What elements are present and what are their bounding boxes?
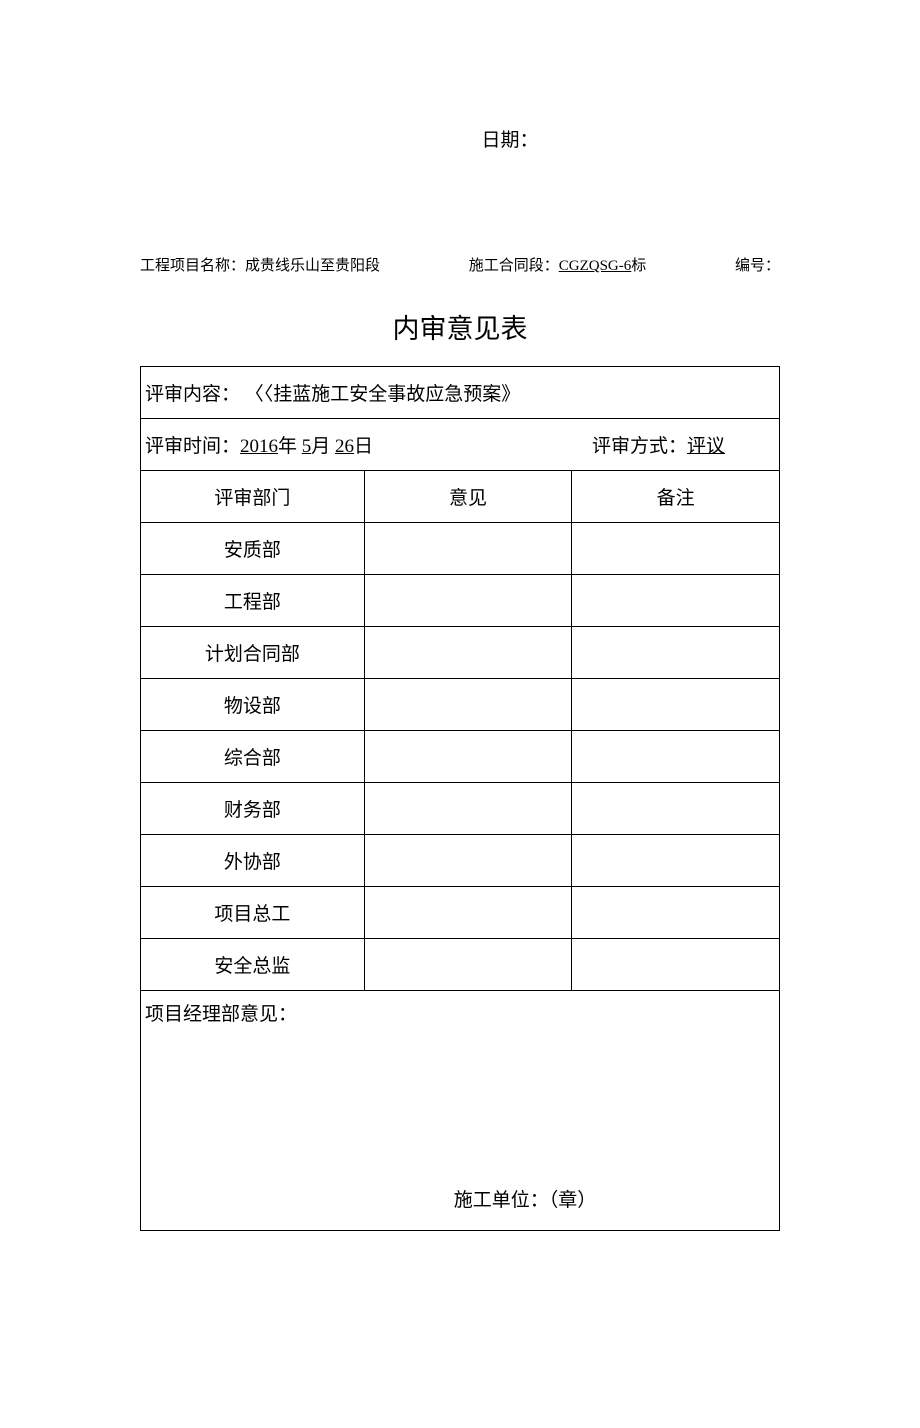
table-row: 计划合同部 <box>141 627 780 679</box>
table-row: 外协部 <box>141 835 780 887</box>
table-row: 项目总工 <box>141 887 780 939</box>
contract-label: 施工合同段： <box>469 258 559 274</box>
dept-cell: 外协部 <box>141 835 365 887</box>
review-table-wrap: 评审内容： 〈〈挂蓝施工安全事故应急预案》 评审时间：2016年 5月 26日 … <box>140 366 780 1231</box>
remark-cell <box>572 887 780 939</box>
footer-cell: 项目经理部意见： 施工单位：（章） <box>141 991 780 1231</box>
remark-cell <box>572 939 780 991</box>
review-table: 评审内容： 〈〈挂蓝施工安全事故应急预案》 评审时间：2016年 5月 26日 … <box>140 366 780 1231</box>
header-dept: 评审部门 <box>141 471 365 523</box>
page-title: 内审意见表 <box>140 307 780 346</box>
time-month: 5 <box>302 436 312 457</box>
table-row: 财务部 <box>141 783 780 835</box>
dept-cell: 工程部 <box>141 575 365 627</box>
content-cell: 评审内容： 〈〈挂蓝施工安全事故应急预案》 <box>141 367 780 419</box>
content-row: 评审内容： 〈〈挂蓝施工安全事故应急预案》 <box>141 367 780 419</box>
content-value: 〈〈挂蓝施工安全事故应急预案》 <box>245 384 521 405</box>
dept-cell: 计划合同部 <box>141 627 365 679</box>
remark-cell <box>572 679 780 731</box>
method-label: 评审方式： <box>592 436 687 457</box>
time-year-suffix: 年 <box>278 436 297 457</box>
method-block: 评审方式：评议 <box>592 431 775 458</box>
number-meta: 编号： <box>735 254 780 275</box>
contract-value: CGZQSG-6 <box>559 258 632 274</box>
remark-cell <box>572 731 780 783</box>
header-remark: 备注 <box>572 471 780 523</box>
remark-cell <box>572 783 780 835</box>
meta-row: 工程项目名称：成贵线乐山至贵阳段 施工合同段：CGZQSG-6标 编号： <box>140 254 780 275</box>
time-cell: 评审时间：2016年 5月 26日 评审方式：评议 <box>141 419 780 471</box>
project-meta: 工程项目名称：成贵线乐山至贵阳段 <box>140 254 380 275</box>
contract-suffix: 标 <box>631 258 646 274</box>
footer-label: 项目经理部意见： <box>145 999 775 1026</box>
number-label: 编号： <box>735 258 780 274</box>
dept-cell: 安质部 <box>141 523 365 575</box>
table-row: 工程部 <box>141 575 780 627</box>
table-row: 物设部 <box>141 679 780 731</box>
opinion-cell <box>364 731 572 783</box>
project-label: 工程项目名称： <box>140 258 245 274</box>
table-row: 安质部 <box>141 523 780 575</box>
opinion-cell <box>364 627 572 679</box>
time-day-suffix: 日 <box>354 436 373 457</box>
opinion-cell <box>364 939 572 991</box>
footer-row: 项目经理部意见： 施工单位：（章） <box>141 991 780 1231</box>
opinion-cell <box>364 835 572 887</box>
time-year: 2016 <box>240 436 278 457</box>
header-opinion: 意见 <box>364 471 572 523</box>
table-row: 安全总监 <box>141 939 780 991</box>
content-label: 评审内容： <box>145 384 240 405</box>
opinion-cell <box>364 575 572 627</box>
method-value: 评议 <box>687 436 725 457</box>
dept-cell: 财务部 <box>141 783 365 835</box>
dept-cell: 项目总工 <box>141 887 365 939</box>
remark-cell <box>572 575 780 627</box>
remark-cell <box>572 835 780 887</box>
contract-meta: 施工合同段：CGZQSG-6标 <box>469 254 647 275</box>
time-block: 评审时间：2016年 5月 26日 <box>145 431 373 458</box>
dept-cell: 综合部 <box>141 731 365 783</box>
remark-cell <box>572 523 780 575</box>
table-row: 综合部 <box>141 731 780 783</box>
time-day: 26 <box>335 436 354 457</box>
dept-cell: 安全总监 <box>141 939 365 991</box>
date-label: 日期： <box>140 125 780 152</box>
opinion-cell <box>364 523 572 575</box>
header-row: 评审部门 意见 备注 <box>141 471 780 523</box>
time-row: 评审时间：2016年 5月 26日 评审方式：评议 <box>141 419 780 471</box>
time-month-suffix: 月 <box>311 436 330 457</box>
remark-cell <box>572 627 780 679</box>
opinion-cell <box>364 679 572 731</box>
footer-sign: 施工单位：（章） <box>141 1185 779 1212</box>
project-value: 成贵线乐山至贵阳段 <box>245 258 380 274</box>
opinion-cell <box>364 783 572 835</box>
dept-cell: 物设部 <box>141 679 365 731</box>
opinion-cell <box>364 887 572 939</box>
time-label: 评审时间： <box>145 436 240 457</box>
